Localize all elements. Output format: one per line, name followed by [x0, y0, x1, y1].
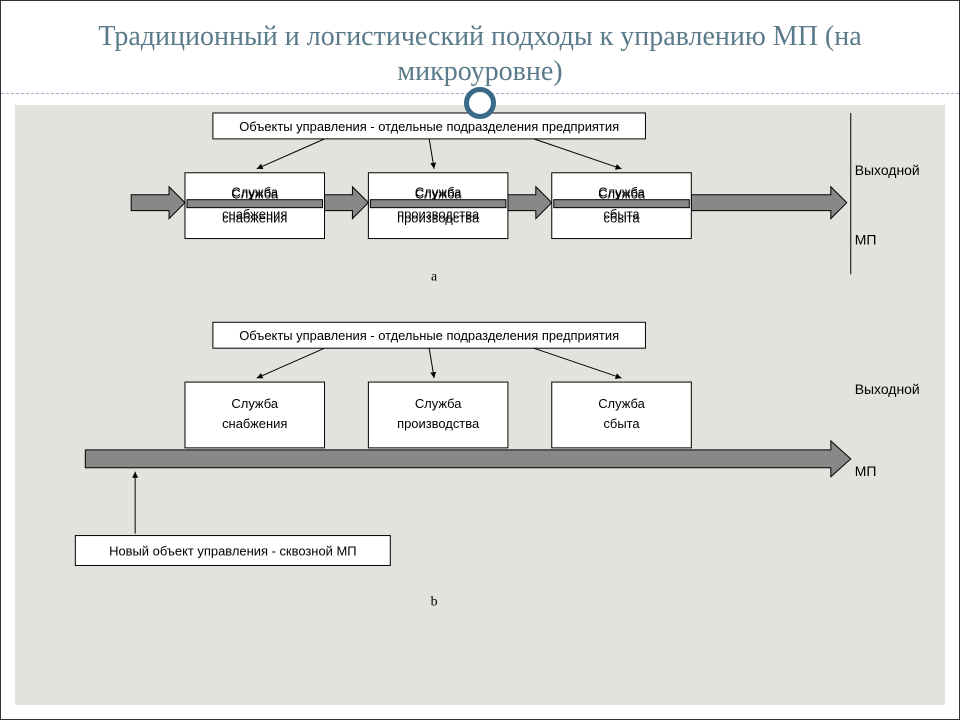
- diagram-container: Объекты управления - отдельные подраздел…: [15, 105, 945, 705]
- svg-text:снабжения: снабжения: [222, 416, 287, 431]
- svg-text:Служба: Служба: [415, 185, 462, 200]
- b-label-output: Выходной: [855, 381, 920, 397]
- b-label-mp: МП: [855, 463, 877, 479]
- a-fat-arrow-1: [131, 187, 185, 219]
- b-hdr-arrow-1: [257, 348, 325, 378]
- a-fat-arrow-out: [691, 187, 846, 219]
- flow-diagram: Объекты управления - отдельные подраздел…: [15, 105, 945, 705]
- svg-text:сбыта: сбыта: [603, 211, 640, 226]
- b-header-text: Объекты управления - отдельные подраздел…: [239, 328, 619, 343]
- svg-text:производства: производства: [397, 416, 480, 431]
- svg-text:снабжения: снабжения: [222, 211, 287, 226]
- b-box-supply: Служба снабжения: [185, 382, 325, 448]
- b-note-text: Новый объект управления - сквозной МП: [109, 543, 356, 558]
- svg-text:производства: производства: [397, 211, 480, 226]
- a-sublabel: a: [431, 269, 437, 284]
- svg-text:Служба: Служба: [231, 185, 278, 200]
- svg-text:Служба: Служба: [415, 396, 462, 411]
- svg-text:Служба: Служба: [598, 185, 645, 200]
- b-box-production: Служба производства: [368, 382, 508, 448]
- svg-text:сбыта: сбыта: [603, 416, 640, 431]
- a-hdr-arrow-3: [534, 139, 622, 169]
- b-box-sales: Служба сбыта: [552, 382, 692, 448]
- b-hdr-arrow-2: [429, 348, 434, 378]
- b-sublabel: b: [431, 594, 438, 609]
- a-fat-arrow-3: [508, 187, 552, 219]
- a-inner-bar-2: [370, 200, 506, 208]
- a-hdr-arrow-1: [257, 139, 325, 169]
- a-inner-bar-1: [187, 200, 323, 208]
- a-label-output: Выходной: [855, 162, 920, 178]
- a-label-mp: МП: [855, 232, 877, 248]
- b-hdr-arrow-3: [534, 348, 622, 378]
- page-title: Традиционный и логистический подходы к у…: [98, 21, 861, 87]
- a-header-text: Объекты управления - отдельные подраздел…: [239, 119, 619, 134]
- a-hdr-arrow-2: [429, 139, 434, 169]
- a-fat-arrow-2: [325, 187, 369, 219]
- decorative-ring-icon: [464, 87, 496, 119]
- svg-text:Служба: Служба: [231, 396, 278, 411]
- a-inner-bar-3: [554, 200, 690, 208]
- svg-text:Служба: Служба: [598, 396, 645, 411]
